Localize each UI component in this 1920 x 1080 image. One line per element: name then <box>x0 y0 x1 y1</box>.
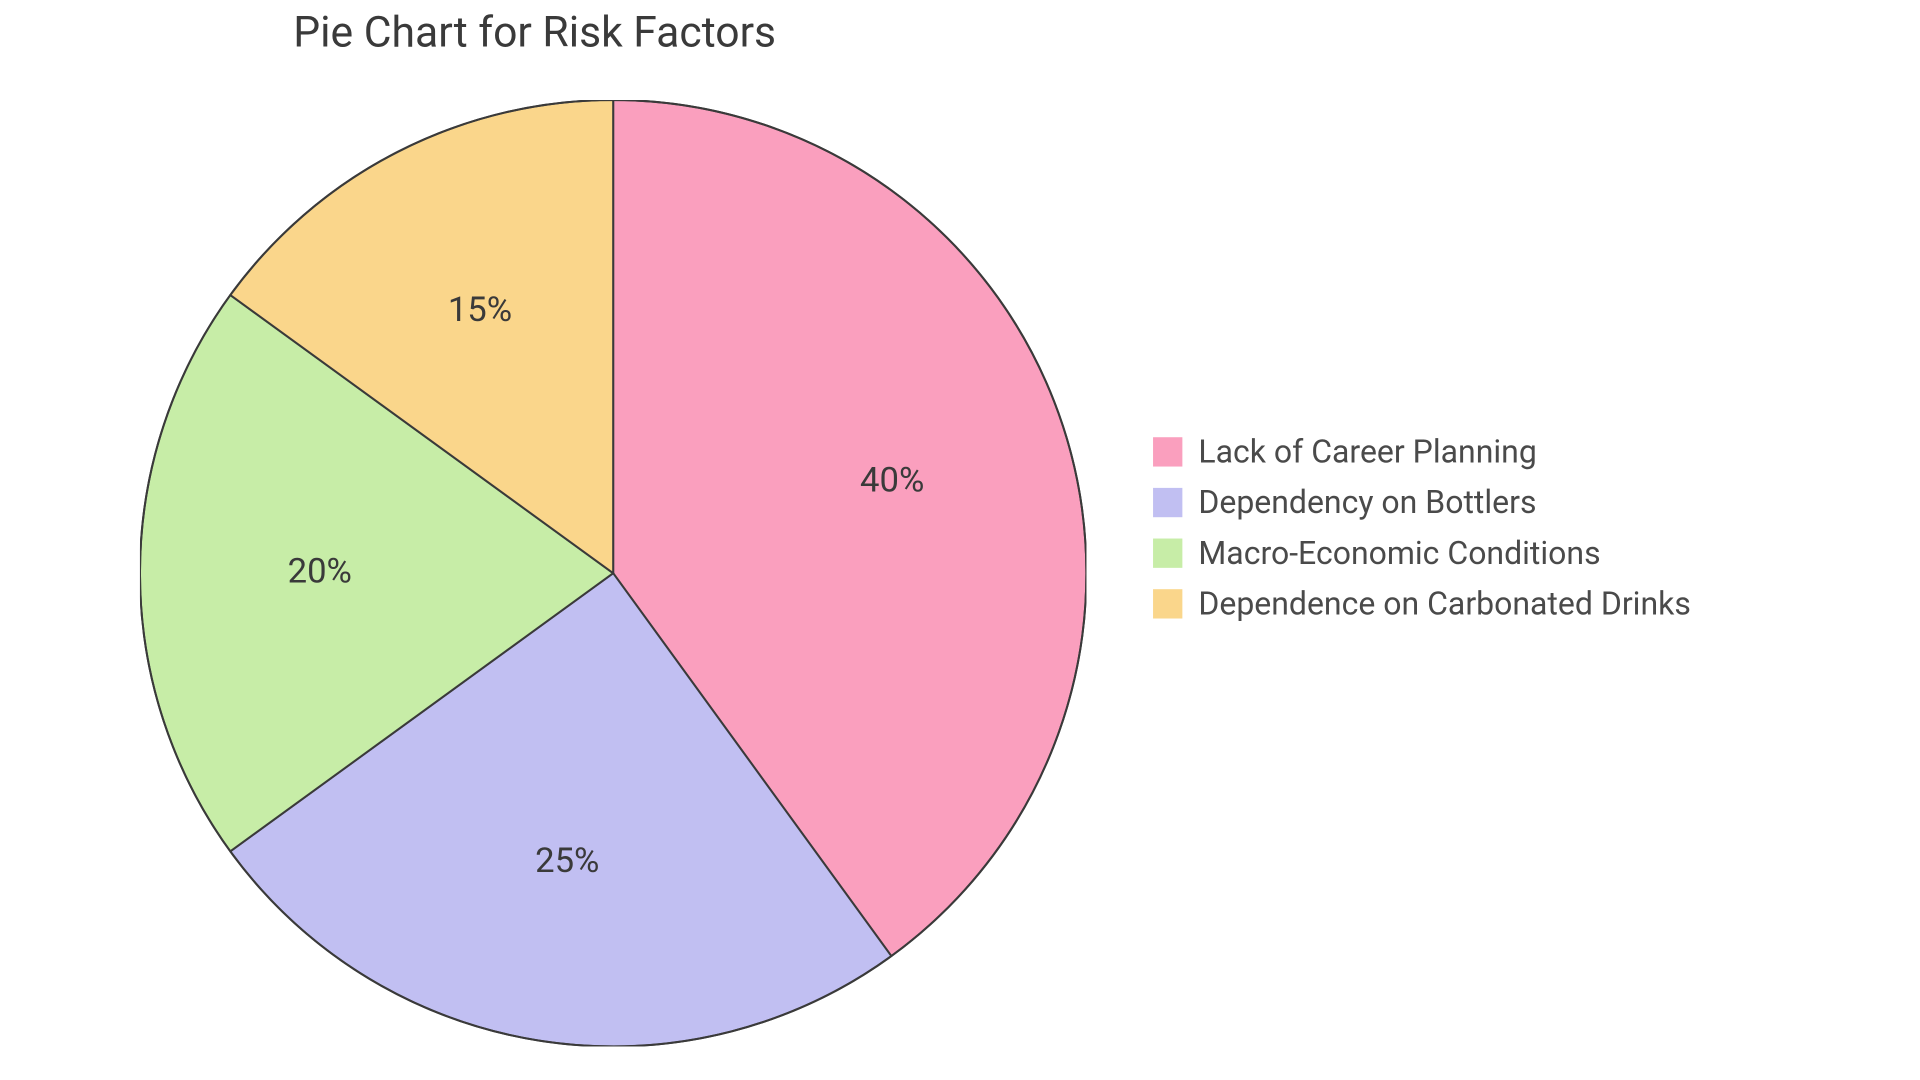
legend-swatch <box>1153 589 1182 618</box>
pie-chart: 40% 25% 20% 15% <box>140 100 1086 1046</box>
legend-label: Dependency on Bottlers <box>1198 484 1536 521</box>
slice-percent-label: 20% <box>288 551 352 591</box>
legend-item: Dependence on Carbonated Drinks <box>1153 585 1691 622</box>
chart-title: Pie Chart for Risk Factors <box>293 7 776 58</box>
legend-item: Dependency on Bottlers <box>1153 484 1691 521</box>
legend-item: Macro-Economic Conditions <box>1153 535 1691 572</box>
legend-swatch <box>1153 437 1182 466</box>
pie-chart-container: Pie Chart for Risk Factors 40%25%20%15% … <box>0 0 1920 1080</box>
slice-percent-label: 40% <box>860 461 924 501</box>
legend-label: Macro-Economic Conditions <box>1198 535 1600 572</box>
legend-swatch <box>1153 488 1182 517</box>
legend: Lack of Career Planning Dependency on Bot… <box>1153 433 1691 622</box>
legend-swatch <box>1153 539 1182 568</box>
legend-item: Lack of Career Planning <box>1153 433 1691 470</box>
slice-percent-label: 15% <box>448 290 512 330</box>
slice-percent-label: 25% <box>535 841 599 881</box>
legend-label: Dependence on Carbonated Drinks <box>1198 585 1691 622</box>
legend-label: Lack of Career Planning <box>1198 433 1536 470</box>
